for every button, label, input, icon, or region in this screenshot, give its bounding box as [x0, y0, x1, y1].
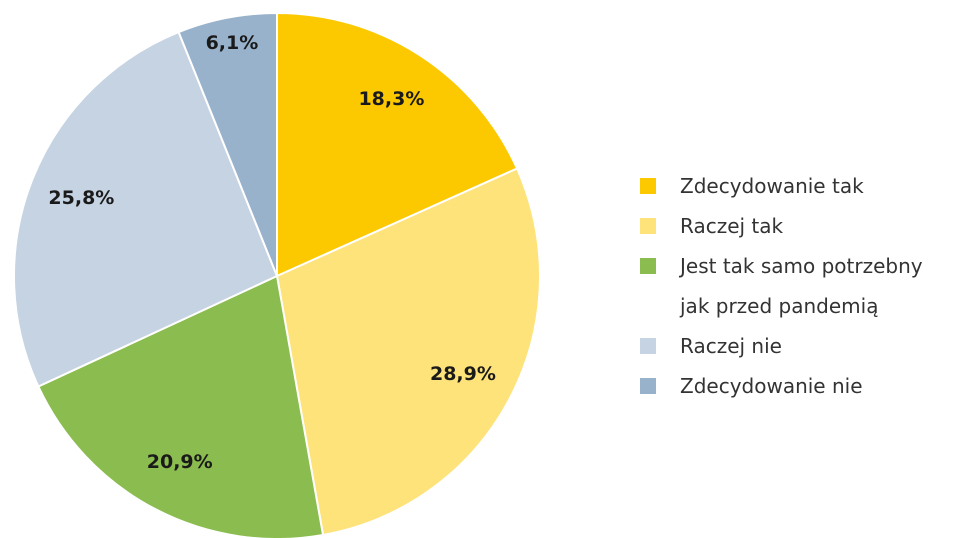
- data-label: 20,9%: [147, 451, 213, 473]
- data-label: 18,3%: [358, 88, 424, 110]
- data-label: 6,1%: [206, 32, 259, 54]
- pie-slice: [37, 274, 325, 538]
- legend-label: Zdecydowanie nie: [680, 374, 863, 398]
- legend-label: Raczej tak: [680, 214, 784, 238]
- legend-swatch: [640, 258, 656, 274]
- legend-item: Zdecydowanie nie: [636, 366, 930, 406]
- legend-label: Jest tak samo potrzebny jak przed pandem…: [680, 254, 923, 318]
- legend-label: Raczej nie: [680, 334, 782, 358]
- legend-item: Zdecydowanie tak: [636, 166, 930, 206]
- legend-swatch: [640, 338, 656, 354]
- pie-slice: [177, 11, 278, 277]
- legend-swatch: [640, 178, 656, 194]
- data-label: 25,8%: [48, 187, 114, 209]
- pie-area: 18,3% 28,9% 20,9% 25,8% 6,1%: [13, 11, 541, 538]
- pie-slice: [13, 30, 279, 388]
- data-label: 28,9%: [430, 363, 496, 385]
- legend-item: Jest tak samo potrzebny jak przed pandem…: [636, 246, 930, 326]
- pie-slice: [275, 167, 541, 537]
- legend-swatch: [640, 218, 656, 234]
- legend-label: Zdecydowanie tak: [680, 174, 864, 198]
- legend-item: Raczej tak: [636, 206, 930, 246]
- legend-swatch: [640, 378, 656, 394]
- pie-slice: [276, 11, 519, 278]
- legend: Zdecydowanie tak Raczej tak Jest tak samo …: [636, 166, 956, 406]
- legend-item: Raczej nie: [636, 326, 930, 366]
